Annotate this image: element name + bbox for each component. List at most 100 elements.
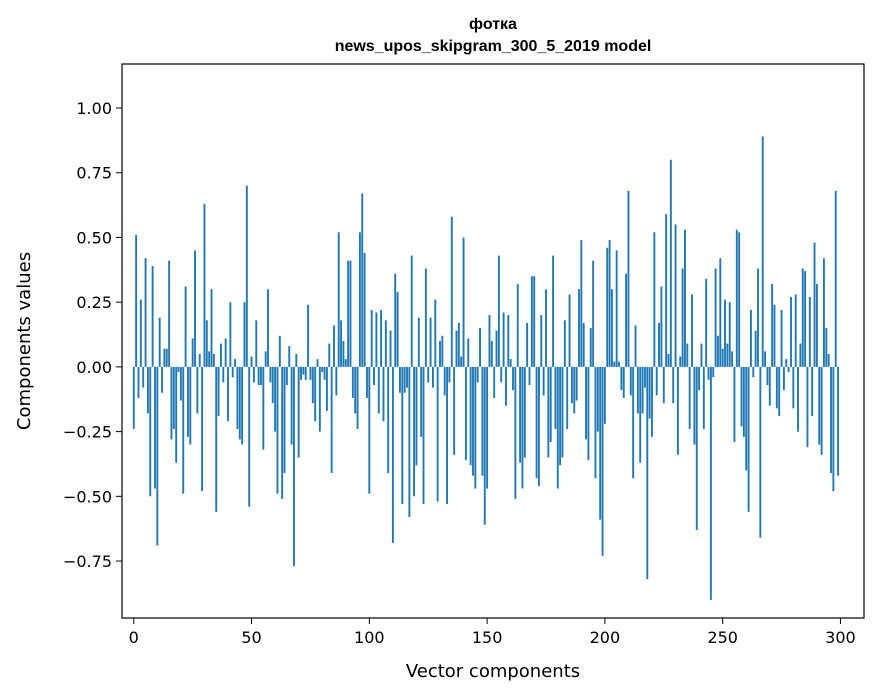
bar	[691, 294, 693, 367]
bar	[509, 359, 512, 367]
bar	[325, 366, 328, 411]
bar	[373, 366, 375, 386]
bar	[415, 366, 418, 466]
bar	[431, 366, 434, 388]
bar	[366, 366, 368, 398]
bar	[660, 286, 663, 367]
bar	[766, 366, 769, 386]
bar	[488, 315, 491, 367]
bar	[542, 366, 545, 396]
bar	[500, 366, 503, 383]
bar	[773, 304, 776, 367]
bar	[257, 366, 260, 386]
bar	[589, 328, 592, 367]
bar	[521, 366, 524, 489]
bar	[570, 366, 573, 404]
bar	[403, 366, 406, 393]
bar	[613, 361, 616, 367]
bar	[420, 366, 423, 437]
y-tick-label: 0.00	[76, 358, 112, 377]
bar	[815, 284, 818, 367]
plot-frame	[121, 63, 865, 619]
bar	[446, 366, 448, 505]
bar	[707, 366, 710, 380]
bar	[827, 353, 830, 367]
bar	[693, 366, 696, 445]
bar	[208, 351, 211, 367]
bar	[443, 366, 446, 396]
bar	[422, 366, 425, 505]
bar	[787, 366, 790, 373]
bar	[556, 366, 559, 489]
bar	[738, 232, 741, 367]
bar	[622, 366, 625, 398]
bar	[179, 366, 182, 401]
bar	[424, 268, 427, 367]
bar	[801, 268, 804, 367]
bar	[384, 320, 387, 367]
bar	[813, 242, 816, 367]
bar	[512, 366, 514, 391]
bar	[307, 304, 310, 367]
bar	[182, 366, 185, 494]
bar	[281, 366, 284, 499]
bar	[453, 366, 456, 455]
x-tick-label: 300	[825, 628, 856, 647]
bar	[681, 268, 684, 367]
bar	[651, 366, 653, 437]
bar	[215, 366, 218, 512]
bar	[285, 366, 288, 386]
bar	[505, 366, 507, 406]
bar	[497, 255, 500, 367]
bar	[151, 265, 154, 367]
bar	[142, 366, 145, 388]
bar	[608, 240, 611, 367]
bar	[728, 302, 731, 367]
bar	[731, 351, 734, 367]
bar	[316, 359, 319, 367]
bar	[201, 366, 204, 492]
bar	[198, 353, 201, 367]
bar	[467, 338, 470, 367]
bar	[662, 366, 665, 404]
y-tick-label: 0.50	[76, 228, 112, 247]
bar	[618, 361, 620, 367]
y-axis-ticks: 1.00 0.75 0.50 0.25 0.00 −0.25 −0.50 −0.75	[63, 99, 122, 571]
bar	[643, 366, 646, 388]
y-tick-label: 1.00	[76, 99, 112, 118]
bar	[474, 366, 477, 489]
bar	[717, 335, 719, 367]
bar	[255, 320, 258, 367]
bar	[601, 366, 604, 556]
bar	[639, 366, 642, 463]
bar	[620, 366, 623, 391]
bar	[625, 273, 628, 367]
bar	[377, 366, 380, 414]
bar	[493, 366, 496, 398]
bar	[436, 366, 439, 502]
bar	[768, 366, 771, 406]
bar	[229, 302, 232, 367]
bar	[679, 356, 682, 367]
bar	[749, 309, 752, 367]
bar	[311, 366, 314, 404]
bar	[726, 343, 729, 367]
bar	[481, 366, 484, 476]
bar	[175, 366, 178, 463]
bar	[575, 366, 578, 401]
bar	[460, 356, 463, 367]
y-tick-label: 0.25	[76, 293, 112, 312]
bar	[771, 284, 774, 367]
bar	[688, 366, 691, 430]
bar	[825, 328, 828, 367]
bar	[241, 366, 244, 445]
bar	[712, 366, 715, 378]
y-axis-label: Components values	[14, 252, 35, 430]
bar	[761, 136, 764, 367]
bar	[837, 366, 840, 476]
bar	[370, 309, 373, 367]
bar	[295, 353, 298, 367]
bar	[747, 366, 750, 512]
bar	[321, 366, 324, 373]
